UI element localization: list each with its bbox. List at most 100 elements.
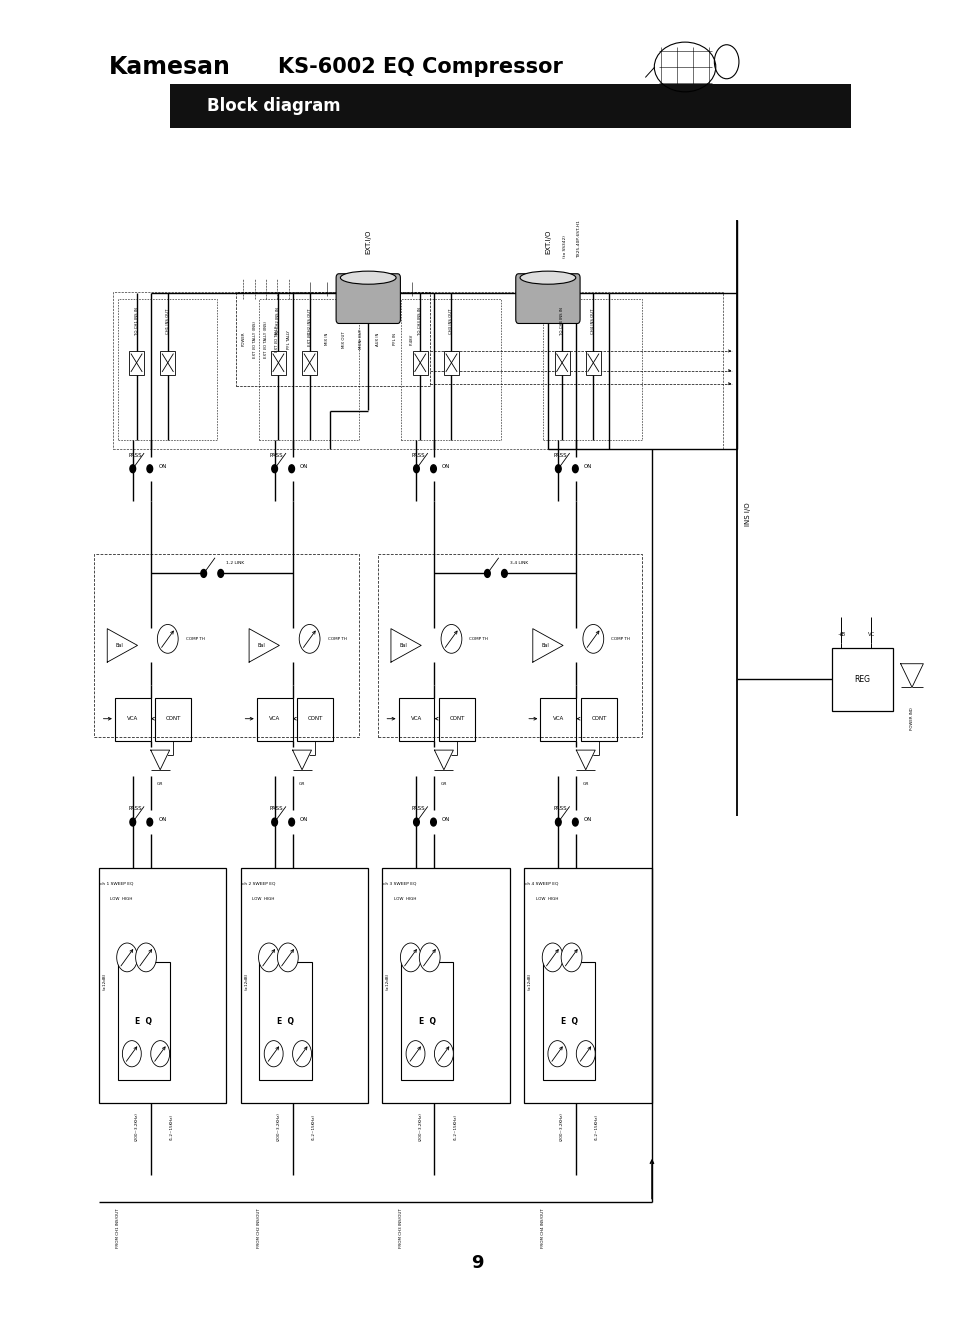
Text: AUX IN: AUX IN [375,332,379,346]
Text: EXT.I/O: EXT.I/O [544,229,550,254]
Bar [297,698,333,741]
Polygon shape [293,751,312,769]
Bar [117,299,216,440]
Circle shape [572,465,578,473]
Circle shape [147,818,152,826]
Text: VCA: VCA [411,716,421,722]
Circle shape [547,1040,566,1067]
Text: CONT: CONT [307,716,323,722]
Circle shape [122,1040,141,1067]
Text: KS-6002 EQ Compressor: KS-6002 EQ Compressor [277,57,562,76]
Text: EXT I/O TALLY (INS): EXT I/O TALLY (INS) [253,320,256,358]
Bar [302,350,316,374]
Text: COMP TH: COMP TH [327,637,346,641]
Text: MIX IN: MIX IN [324,333,328,345]
Text: (200~3.2KHz): (200~3.2KHz) [134,1113,138,1142]
Circle shape [406,1040,424,1067]
Circle shape [541,943,562,972]
Text: PASS: PASS [412,453,425,458]
Text: CH1 INS OUT: CH1 INS OUT [166,308,170,333]
Text: LOW  HIGH: LOW HIGH [252,897,274,901]
Text: ch 1 SWEEP EQ: ch 1 SWEEP EQ [99,881,132,885]
Text: (200~3.2KHz): (200~3.2KHz) [276,1113,280,1142]
Bar [94,554,358,738]
Text: ON: ON [300,817,308,822]
Text: E  Q: E Q [560,1017,578,1026]
Polygon shape [900,664,923,687]
Bar [259,299,358,440]
Circle shape [264,1040,283,1067]
Text: MIX OUT: MIX OUT [341,331,345,348]
Text: Bal: Bal [540,643,548,648]
Circle shape [116,943,137,972]
Bar [160,350,175,374]
Circle shape [560,943,581,972]
Text: FROM CH1 INS/OUT: FROM CH1 INS/OUT [115,1208,119,1247]
Text: PFL TALLY: PFL TALLY [287,329,291,349]
Bar [382,868,510,1104]
FancyBboxPatch shape [335,274,400,324]
Circle shape [277,943,298,972]
Circle shape [272,818,277,826]
Text: (1.2~15KHz): (1.2~15KHz) [170,1114,173,1141]
Bar [271,350,286,374]
Text: PASS: PASS [270,806,283,811]
Text: GR: GR [157,782,163,786]
Text: PASS: PASS [553,806,567,811]
Text: +B: +B [836,632,844,637]
Text: EXT.I/O: EXT.I/O [365,229,371,254]
Circle shape [414,818,419,826]
Text: PASS: PASS [553,453,567,458]
Bar [401,299,500,440]
Text: LOW  HIGH: LOW HIGH [535,897,558,901]
Circle shape [414,465,419,473]
Text: TO CH3 INS IN: TO CH3 INS IN [417,307,422,335]
Text: POWER: POWER [241,332,245,346]
Text: E  Q: E Q [418,1017,436,1026]
Circle shape [151,1040,170,1067]
Text: (200~3.2KHz): (200~3.2KHz) [559,1113,563,1142]
Text: PASS: PASS [128,453,142,458]
Circle shape [293,1040,312,1067]
Text: E  Q: E Q [276,1017,294,1026]
Circle shape [440,624,461,653]
Circle shape [434,1040,453,1067]
Ellipse shape [519,271,576,284]
Text: CONT: CONT [449,716,464,722]
Circle shape [130,465,135,473]
Circle shape [272,465,277,473]
Text: ON: ON [158,817,167,822]
Bar [585,350,600,374]
Text: Bal: Bal [115,643,123,648]
Text: CH3 INS OUT: CH3 INS OUT [449,308,453,333]
Text: (1.2~15KHz): (1.2~15KHz) [595,1114,598,1141]
Bar [155,698,192,741]
Text: ON: ON [583,817,592,822]
Text: Block diagram: Block diagram [207,97,340,116]
Bar [524,868,651,1104]
Text: CH4 INS OUT: CH4 INS OUT [591,308,595,333]
Circle shape [147,465,152,473]
Text: E  Q: E Q [135,1017,152,1026]
Bar [117,963,170,1080]
Text: GR: GR [440,782,447,786]
Text: EXT I/O TALLY: EXT I/O TALLY [275,327,279,353]
Text: Bal: Bal [398,643,407,648]
Text: (±12dB): (±12dB) [244,972,248,989]
Circle shape [400,943,421,972]
Text: FROM CH4 INS/OUT: FROM CH4 INS/OUT [540,1208,544,1247]
Circle shape [555,818,560,826]
Text: Kamesan: Kamesan [109,55,231,79]
Text: LOW  HIGH: LOW HIGH [394,897,416,901]
Text: VCA: VCA [552,716,563,722]
Circle shape [582,624,603,653]
Circle shape [299,624,319,653]
Text: FROM CH3 INS/OUT: FROM CH3 INS/OUT [399,1208,403,1247]
Bar [170,84,850,129]
Text: TO CH4 INS IN: TO CH4 INS IN [559,307,563,335]
Polygon shape [249,628,279,662]
Bar [377,554,641,738]
Circle shape [217,569,223,577]
Text: PASS: PASS [128,806,142,811]
Text: TX25-40P-6ST-H1: TX25-40P-6ST-H1 [577,220,580,258]
